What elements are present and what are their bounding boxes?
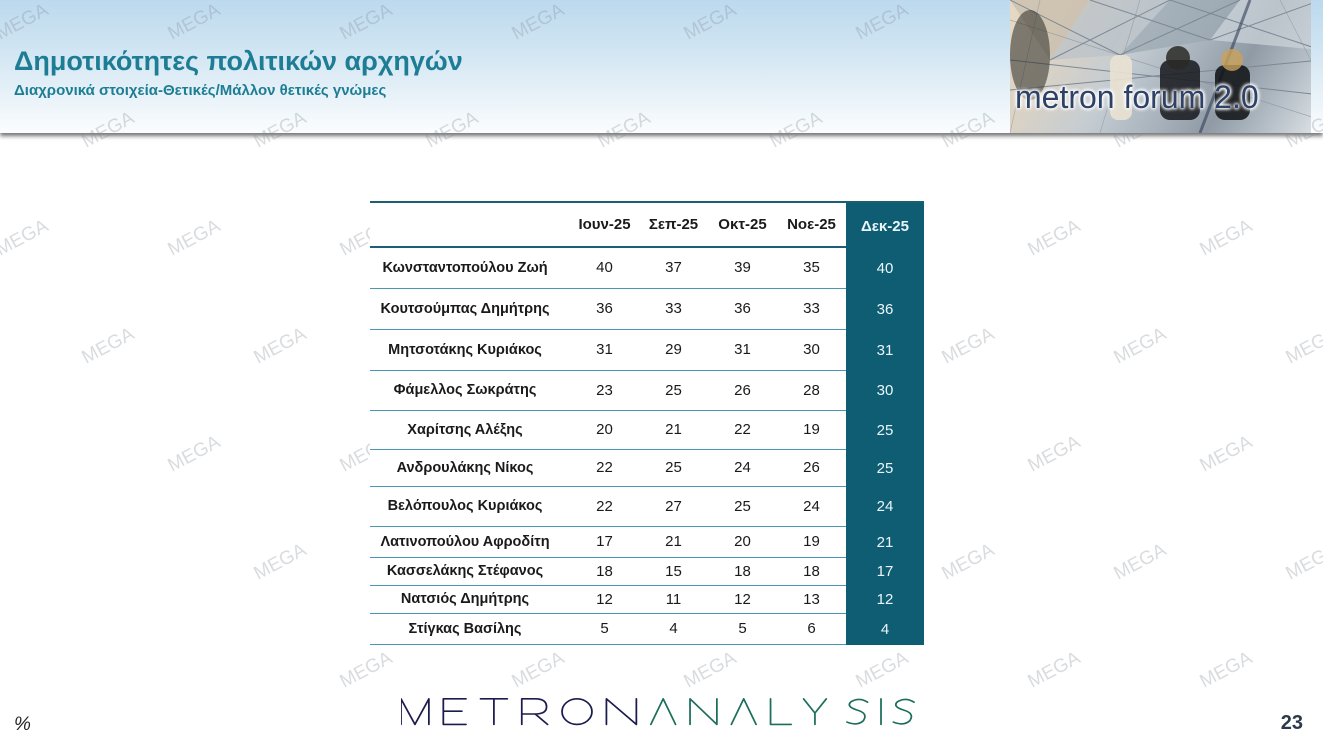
svg-text:MEGA: MEGA (164, 431, 224, 476)
svg-text:MEGA: MEGA (1196, 215, 1256, 260)
svg-text:MEGA: MEGA (1110, 323, 1170, 368)
svg-text:MEGA: MEGA (250, 539, 310, 584)
svg-text:MEGA: MEGA (1024, 431, 1084, 476)
svg-text:MEGA: MEGA (250, 323, 310, 368)
svg-text:MEGA: MEGA (852, 647, 912, 692)
svg-text:MEGA: MEGA (336, 647, 396, 692)
svg-text:MEGA: MEGA (1282, 539, 1323, 584)
svg-text:MEGA: MEGA (164, 215, 224, 260)
svg-text:MEGA: MEGA (1110, 539, 1170, 584)
svg-text:MEGA: MEGA (78, 323, 138, 368)
svg-text:MEGA: MEGA (938, 539, 998, 584)
svg-text:MEGA: MEGA (1024, 215, 1084, 260)
svg-text:MEGA: MEGA (1024, 647, 1084, 692)
svg-text:MEGA: MEGA (1282, 323, 1323, 368)
svg-text:MEGA: MEGA (0, 215, 52, 260)
svg-text:MEGA: MEGA (1196, 647, 1256, 692)
svg-text:MEGA: MEGA (938, 323, 998, 368)
svg-text:MEGA: MEGA (508, 647, 568, 692)
svg-text:MEGA: MEGA (680, 647, 740, 692)
svg-text:MEGA: MEGA (1196, 431, 1256, 476)
